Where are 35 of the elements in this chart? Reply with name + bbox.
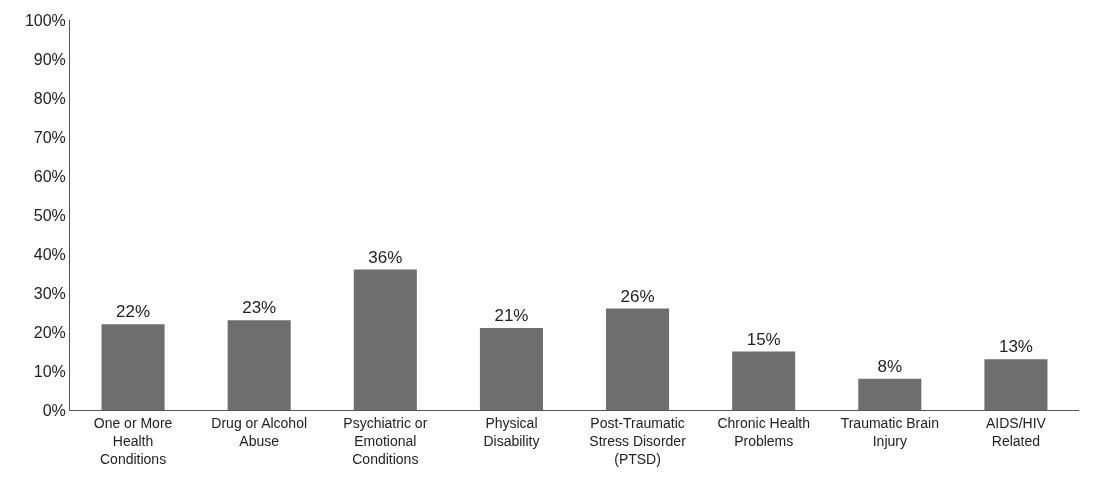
bar [101, 324, 165, 410]
x-tick-label: One or More Health Conditions [93, 414, 173, 468]
x-tick-label: AIDS/HIV Related [985, 414, 1047, 449]
data-label: 26% [620, 286, 655, 306]
y-tick-label: 50% [33, 206, 66, 224]
x-tick-label: Traumatic Brain Injury [840, 414, 939, 449]
data-label: 36% [368, 247, 403, 267]
data-label: 8% [877, 356, 903, 376]
y-tick-label: 0% [42, 401, 66, 419]
y-tick-label: 90% [33, 50, 66, 68]
y-tick-label: 40% [33, 245, 66, 263]
data-label: 15% [746, 329, 781, 349]
bar [353, 269, 417, 410]
x-tick-label: Psychiatric or Emotional Conditions [343, 414, 428, 468]
y-tick-label: 10% [33, 362, 66, 380]
bar [984, 359, 1048, 410]
y-tick-label: 60% [33, 167, 66, 185]
bar [732, 351, 796, 410]
bar [858, 378, 922, 410]
data-label: 22% [116, 302, 151, 322]
y-tick-label: 80% [33, 89, 66, 107]
y-tick-label: 30% [33, 284, 66, 302]
bar [227, 320, 291, 410]
data-label: 23% [242, 298, 277, 318]
y-tick-label: 70% [33, 128, 66, 146]
x-tick-label: Chronic Health Problems [717, 414, 810, 449]
y-tick-label: 100% [24, 11, 66, 29]
y-tick-label: 20% [33, 323, 66, 341]
bar [606, 308, 670, 410]
data-label: 13% [998, 337, 1033, 357]
x-tick-label: Physical Disability [483, 414, 540, 449]
bar [479, 328, 543, 410]
data-label: 21% [494, 306, 529, 326]
x-tick-label: Drug or Alcohol Abuse [211, 414, 308, 449]
x-tick-label: Post-Traumatic Stress Disorder (PTSD) [589, 414, 687, 468]
